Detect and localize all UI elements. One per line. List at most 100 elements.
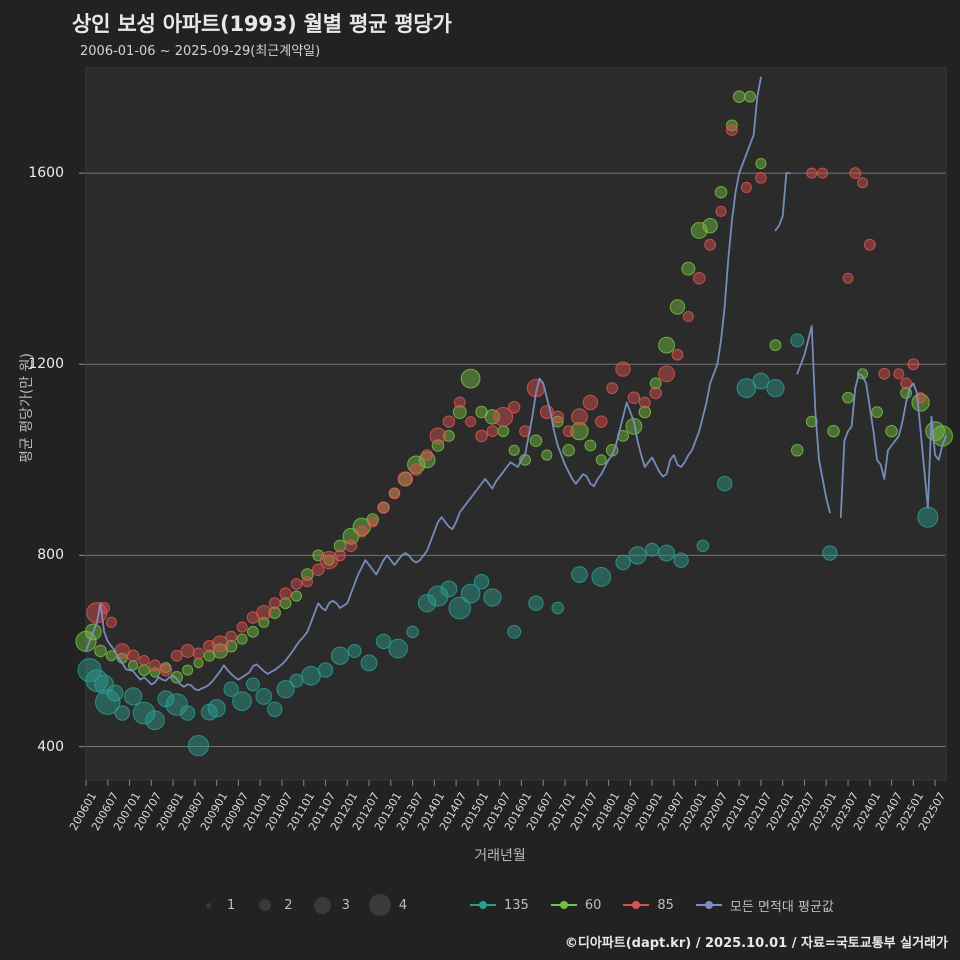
data-bubble: [132, 701, 156, 725]
data-bubble: [159, 663, 173, 677]
data-bubble: [790, 333, 805, 348]
plot-border: [85, 67, 947, 781]
bubble-series-layer: [75, 90, 953, 757]
data-bubble: [507, 624, 522, 639]
data-bubble: [460, 583, 481, 604]
data-bubble: [570, 422, 589, 441]
data-bubble: [440, 580, 458, 598]
legend-series-marker-icon: [695, 899, 722, 911]
gridlines: [79, 67, 947, 781]
data-bubble: [301, 576, 313, 588]
legend-series-label: 85: [657, 897, 674, 913]
data-bubble: [736, 378, 757, 399]
data-bubble: [714, 185, 728, 199]
data-bubble: [268, 597, 281, 610]
data-bubble: [551, 601, 564, 615]
data-bubble: [409, 463, 423, 476]
data-bubble: [900, 377, 912, 390]
data-bubble: [397, 471, 414, 487]
data-bubble: [907, 358, 920, 371]
data-bubble: [276, 680, 295, 699]
legend-dot-icon: [479, 901, 487, 909]
legend-series-marker-icon: [550, 899, 577, 911]
data-bubble: [863, 238, 876, 251]
data-bubble: [266, 701, 283, 717]
legend-series-list: 135 60 85 모든 면적대 평균값: [470, 888, 856, 922]
data-bubble: [658, 336, 676, 354]
data-bubble: [126, 649, 140, 663]
data-bubble: [704, 238, 717, 251]
data-bubble: [375, 633, 392, 650]
data-bubble: [465, 416, 477, 428]
data-bubble: [483, 588, 502, 607]
data-bubble: [94, 674, 114, 695]
data-bubble: [541, 449, 553, 461]
data-bubble: [917, 506, 939, 528]
data-bubble: [279, 587, 292, 600]
data-bubble: [681, 261, 696, 276]
legend-series-item-85[interactable]: 85: [623, 898, 674, 913]
data-bubble: [106, 684, 124, 702]
legend-series-item-60[interactable]: 60: [550, 898, 601, 913]
data-bubble: [817, 167, 829, 179]
data-bubble: [473, 573, 490, 590]
data-bubble: [355, 525, 368, 538]
data-bubble: [766, 379, 785, 398]
data-bubble: [591, 567, 612, 587]
data-bubble: [138, 664, 150, 676]
data-bubble: [187, 735, 210, 757]
legend-size-label: 4: [398, 897, 408, 913]
y-axis-tick-label: 800: [37, 547, 64, 564]
data-bubble: [290, 578, 303, 590]
data-bubble: [330, 646, 350, 665]
data-bubble: [486, 425, 499, 438]
legend-dot-icon: [704, 901, 713, 909]
data-bubble: [406, 625, 419, 639]
legend-size-label: 3: [341, 897, 350, 913]
data-bubble: [193, 657, 204, 669]
data-bubble: [301, 665, 321, 686]
data-bubble: [105, 616, 117, 628]
data-bubble: [124, 687, 143, 706]
data-bubble: [207, 699, 226, 718]
legend-series-label: 135: [504, 897, 529, 913]
data-bubble: [225, 630, 238, 643]
data-bubble: [236, 621, 248, 633]
legend-series-item-모든 면적대 평균값[interactable]: 모든 면적대 평균값: [695, 896, 834, 915]
y-axis-tick-label: 1200: [28, 356, 64, 373]
data-bubble: [529, 434, 543, 447]
legend-series-item-135[interactable]: 135: [470, 898, 529, 913]
data-bubble: [806, 167, 818, 179]
data-bubble: [658, 365, 676, 383]
data-bubble: [418, 451, 436, 469]
data-bubble: [752, 372, 770, 390]
data-bubble: [290, 590, 302, 602]
data-bubble: [77, 658, 102, 683]
footer-credit: ©디아파트(dapt.kr) / 2025.10.01 / 자료=국토교통부 실…: [564, 936, 948, 951]
data-bubble: [236, 633, 248, 645]
data-bubble: [638, 396, 651, 409]
y-axis-tick-label: 400: [37, 738, 64, 755]
legend-size-dot-icon: [205, 902, 211, 908]
data-bubble: [638, 405, 652, 419]
data-bubble: [268, 606, 281, 620]
data-bubble: [453, 396, 466, 409]
data-bubble: [849, 167, 862, 180]
data-bubble: [893, 368, 905, 380]
data-bubble: [429, 427, 447, 445]
data-bubble: [582, 394, 599, 411]
data-bubble: [427, 585, 449, 607]
chart-legend: 1 2 3 4 135 60 85 모든 면적대 평균값: [0, 888, 960, 922]
average-line-series: [85, 76, 947, 692]
series-85: [86, 124, 927, 677]
data-bubble: [149, 659, 161, 672]
data-bubble: [170, 649, 183, 662]
data-bubble: [165, 693, 189, 716]
data-bubble: [311, 563, 325, 576]
data-bubble: [114, 705, 130, 721]
data-bubble: [360, 654, 378, 672]
data-bubble: [885, 424, 898, 438]
data-bubble: [232, 691, 252, 712]
data-bubble: [442, 430, 455, 442]
